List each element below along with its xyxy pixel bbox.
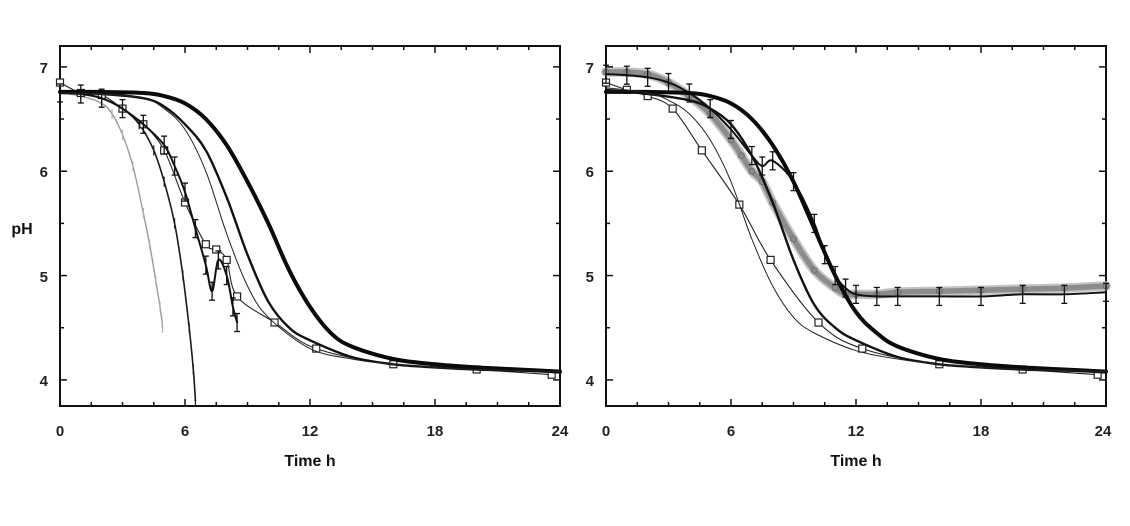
- y-tick-label: 5: [586, 269, 594, 286]
- x-tick-label: 18: [973, 423, 990, 440]
- x-tick-label: 18: [427, 423, 444, 440]
- data-point: [270, 318, 279, 327]
- data-point: [748, 167, 756, 175]
- data-point: [668, 104, 677, 113]
- data-point: [766, 255, 775, 265]
- x-tick-label: 0: [56, 423, 64, 440]
- y-axis-title: pH: [11, 221, 32, 238]
- y-tick-label: 6: [40, 164, 48, 181]
- y-tick-label: 7: [40, 60, 48, 77]
- data-point: [222, 255, 231, 265]
- series-line: [605, 87, 1107, 373]
- axis-ticks: [605, 46, 1107, 406]
- data-point: [312, 344, 321, 353]
- data-point: [810, 266, 818, 274]
- y-tick-label: 6: [586, 164, 594, 181]
- y-tick-label: 4: [40, 373, 49, 390]
- x-tick-label: 12: [302, 423, 319, 440]
- data-point: [790, 235, 797, 243]
- data-series: [601, 64, 1111, 379]
- data-point: [212, 245, 221, 254]
- data-point: [858, 344, 867, 353]
- data-point: [232, 292, 242, 301]
- data-point: [737, 152, 745, 160]
- series-line: [59, 92, 561, 373]
- x-tick-label: 6: [181, 423, 189, 440]
- right-panel: 0 6 12 18 24 4 5 6 7 Time h: [586, 45, 1112, 470]
- y-tick-label: 7: [586, 60, 594, 77]
- series-line: [604, 89, 1108, 374]
- left-panel: 0 6 12 18 24 4 5 6 7 Time h pH: [11, 45, 569, 470]
- x-tick-label: 6: [727, 423, 735, 440]
- data-point: [697, 146, 706, 155]
- y-tick-label: 4: [586, 373, 595, 390]
- x-tick-label: 0: [602, 423, 610, 440]
- x-tick-label: 24: [1095, 423, 1112, 440]
- y-tick-label: 5: [40, 269, 48, 286]
- series-line: [58, 89, 562, 374]
- data-point: [814, 318, 823, 327]
- x-tick-label: 24: [552, 423, 569, 440]
- x-tick-label: 12: [848, 423, 865, 440]
- x-axis-title: Time h: [284, 453, 335, 470]
- data-point: [201, 240, 210, 249]
- x-axis-title: Time h: [830, 453, 881, 470]
- data-series: [55, 78, 562, 406]
- axis-ticks: [59, 46, 561, 406]
